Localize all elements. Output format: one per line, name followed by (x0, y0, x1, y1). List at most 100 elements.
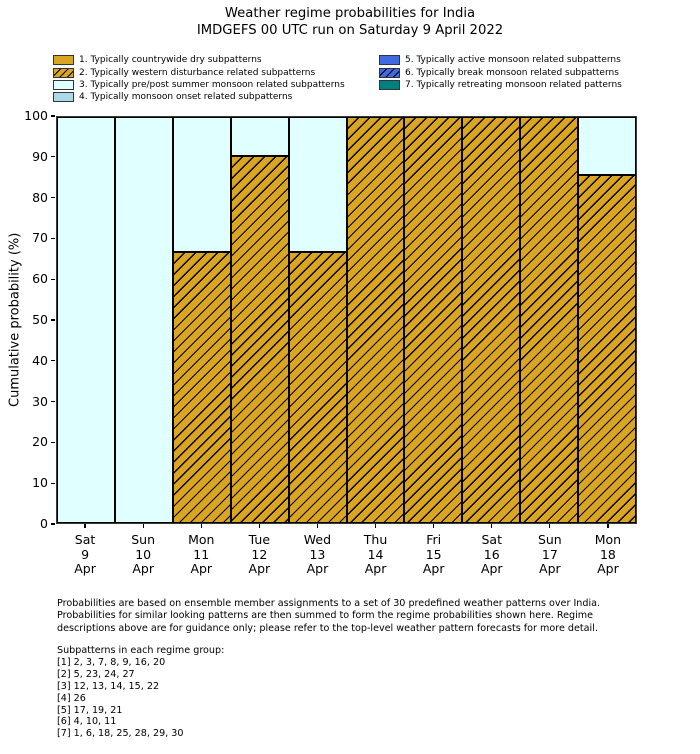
legend-label-regime-7: 7. Typically retreating monsoon related … (405, 79, 622, 90)
x-tick-label-mon: Apr (597, 561, 619, 576)
x-tick-label-dow: Sat (74, 532, 96, 547)
bar-sun-17-apr (520, 117, 579, 523)
bar-sat-9-apr (57, 117, 115, 523)
bar-segment-series-2 (230, 117, 289, 156)
x-tick-label-mon: Apr (74, 561, 96, 576)
x-tick-label-day: 10 (135, 546, 152, 562)
bar-segment-series-1 (578, 175, 637, 523)
x-tick-label-mon: Apr (422, 561, 445, 576)
legend-column-right: 5. Typically active monsoon related subp… (379, 54, 622, 91)
y-tick-mark-10 (51, 482, 55, 484)
bar-segment-series-1 (230, 155, 289, 523)
y-tick-mark-30 (51, 401, 55, 403)
x-tick-mark-9 (84, 524, 86, 528)
bar-segment-series-2 (288, 117, 347, 253)
x-tick-label-mon: Apr (248, 561, 271, 576)
x-tick-label-day: 15 (425, 546, 442, 562)
x-tick-label-dow: Mon (188, 532, 215, 547)
bar-segment-series-2 (114, 117, 173, 523)
subpatterns-list: Subpatterns in each regime group: [1] 2,… (57, 645, 457, 740)
x-tick-label-tue-12: Tue 12 Apr (230, 532, 288, 577)
x-tick-label-sun-17: Sun 17 Apr (521, 532, 579, 577)
x-tick-label-mon-11: Mon 11 Apr (172, 532, 230, 577)
x-tick-mark-12 (258, 524, 260, 528)
bar-segment-series-2 (172, 117, 231, 253)
footer-note-line: Probabilities are based on ensemble memb… (57, 598, 601, 609)
y-tick-label-40: 40 (32, 352, 48, 368)
legend-label-regime-3: 3. Typically pre/post summer monsoon rel… (79, 79, 345, 90)
x-tick-label-dow: Sun (537, 532, 562, 547)
y-tick-mark-40 (51, 360, 55, 362)
subpatterns-group-5: [5] 17, 19, 21 (57, 704, 123, 716)
y-tick-label-0: 0 (40, 516, 48, 531)
x-tick-mark-18 (607, 524, 609, 528)
y-tick-label-60: 60 (32, 271, 48, 287)
x-tick-label-day: 18 (599, 546, 616, 562)
x-tick-label-sat-16: Sat 16 Apr (463, 532, 521, 577)
y-tick-mark-90 (51, 156, 55, 158)
y-tick-label-10: 10 (32, 475, 48, 491)
x-tick-label-dow: Tue (248, 532, 271, 547)
x-tick-label-sat-9: Sat 9 Apr (56, 532, 114, 577)
x-tick-mark-10 (142, 524, 144, 528)
bar-fri-15-apr (404, 117, 463, 523)
y-tick-mark-80 (51, 197, 55, 199)
bar-thu-14-apr (346, 117, 405, 523)
legend-label-regime-5: 5. Typically active monsoon related subp… (405, 55, 621, 66)
chart-title-line1: Weather regime probabilities for India (224, 6, 476, 21)
y-tick-mark-70 (51, 237, 55, 239)
x-tick-label-dow: Sun (131, 532, 156, 547)
x-tick-mark-11 (200, 524, 202, 528)
x-tick-label-dow: Thu (363, 532, 388, 547)
x-tick-label-dow: Mon (594, 532, 622, 547)
x-tick-label-wed-13: Wed 13 Apr (288, 532, 346, 577)
x-tick-label-day: 13 (309, 546, 326, 562)
subpatterns-group-1: [1] 2, 3, 7, 8, 9, 16, 20 (57, 656, 166, 668)
y-tick-mark-60 (51, 278, 55, 280)
x-tick-label-dow: Wed (303, 532, 332, 547)
x-tick-label-dow: Sat (481, 532, 503, 547)
legend-swatch-regime-7 (379, 79, 400, 90)
x-tick-label-day: 17 (541, 546, 558, 562)
legend-label-regime-2: 2. Typically western disturbance related… (79, 67, 316, 78)
legend-item-regime-4: 4. Typically monsoon onset related subpa… (53, 91, 345, 103)
x-tick-label-mon: Apr (132, 561, 154, 576)
x-tick-label-mon: Apr (306, 561, 329, 576)
y-tick-mark-20 (51, 441, 55, 443)
bar-segment-series-2 (578, 117, 637, 176)
x-tick-label-day: 11 (193, 546, 210, 562)
bar-mon-18-apr (578, 117, 637, 523)
bar-segment-series-1 (172, 252, 231, 523)
x-tick-label-day: 14 (367, 546, 384, 562)
y-tick-label-80: 80 (32, 189, 48, 205)
x-tick-label-day: 16 (483, 546, 500, 562)
bar-segment-series-1 (404, 117, 463, 523)
legend-swatch-regime-5 (379, 55, 400, 66)
legend-column-left: 1. Typically countrywide dry subpatterns… (53, 54, 345, 104)
footer-note-line: Probabilities for similar looking patter… (57, 610, 593, 622)
x-tick-mark-13 (316, 524, 319, 528)
y-tick-mark-50 (51, 319, 55, 321)
x-tick-label-dow: Fri (426, 532, 442, 547)
subpatterns-header: Subpatterns in each regime group: (57, 645, 225, 656)
bar-segment-series-2 (57, 117, 115, 523)
legend-swatch-regime-4 (53, 92, 74, 103)
legend-item-regime-3: 3. Typically pre/post summer monsoon rel… (53, 79, 345, 91)
subpatterns-group-7: [7] 1, 6, 18, 25, 28, 29, 30 (57, 728, 184, 740)
y-tick-mark-0 (51, 523, 55, 525)
y-tick-label-30: 30 (32, 393, 48, 409)
y-tick-label-20: 20 (32, 434, 48, 450)
x-tick-mark-15 (433, 524, 435, 528)
y-tick-label-50: 50 (32, 312, 48, 327)
x-tick-label-fri-15: Fri 15 Apr (405, 532, 463, 577)
legend-swatch-regime-3 (53, 79, 74, 90)
subpatterns-group-6: [6] 4, 10, 11 (57, 716, 117, 728)
legend-swatch-regime-1 (53, 55, 74, 66)
legend-item-regime-7: 7. Typically retreating monsoon related … (379, 79, 622, 91)
bar-tue-12-apr (230, 117, 289, 523)
bar-wed-13-apr (288, 117, 347, 523)
footer-note-line: descriptions above are for guidance only… (57, 622, 598, 634)
x-tick-label-mon: Apr (190, 561, 213, 576)
x-tick-mark-14 (374, 524, 377, 528)
